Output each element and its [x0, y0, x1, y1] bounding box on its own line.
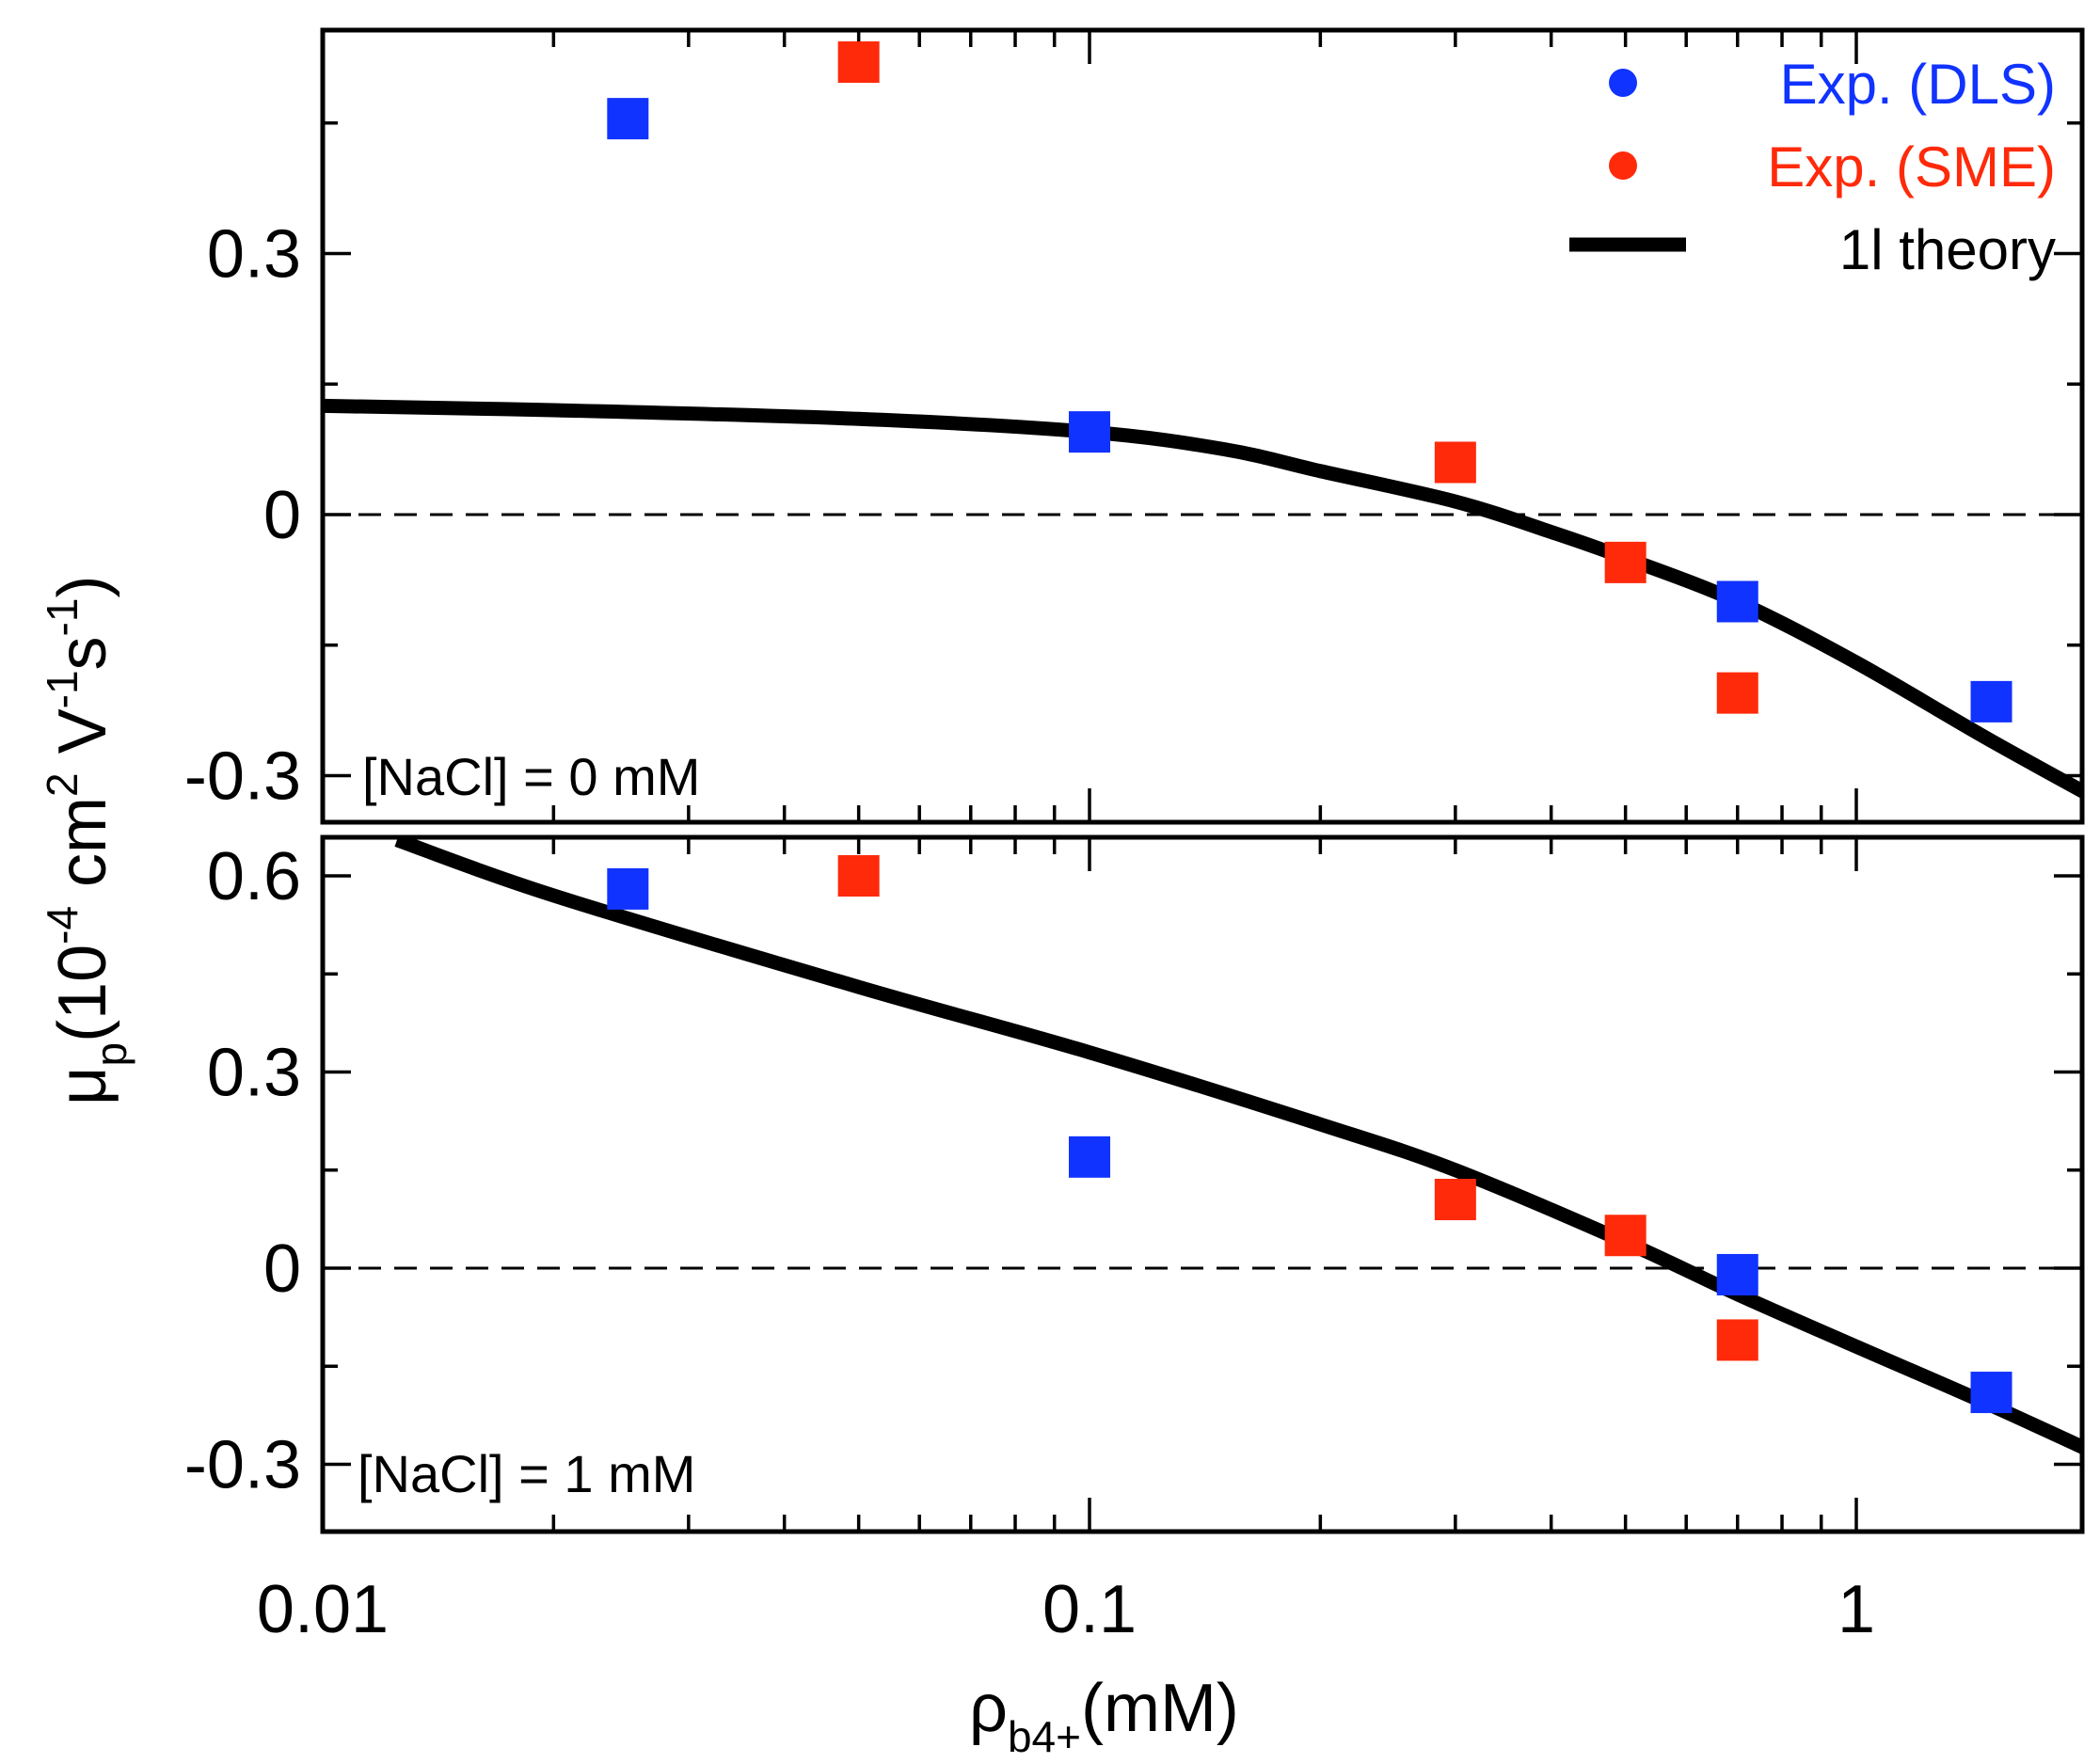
sme-point — [1604, 1215, 1647, 1257]
y-tick-label: 0.6 — [207, 839, 301, 914]
panel-top-ytick-labels: -0.3 0 0.3 — [184, 217, 301, 815]
dls-point — [1970, 1372, 2012, 1414]
y-axis-title-part1: (10 — [45, 945, 120, 1042]
y-axis-title-close: ) — [45, 576, 120, 598]
sme-point — [1716, 672, 1758, 714]
panel-bottom-ticks — [321, 837, 2082, 1532]
dls-point — [1970, 680, 2012, 723]
y-axis-title-exp2: 2 — [38, 772, 87, 797]
dls-point — [1716, 580, 1758, 623]
legend-label: Exp. (SME) — [1767, 135, 2056, 199]
x-tick-labels: 0.01 0.1 1 — [257, 1572, 1875, 1647]
panel-top: -0.3 0 0.3 [NaCl] = 0 mM — [184, 27, 2085, 825]
y-tick-label: 0.3 — [207, 1036, 301, 1111]
panel-bottom-annotation: [NaCl] = 1 mM — [358, 1444, 695, 1503]
panel-bottom-frame — [320, 834, 2085, 1534]
y-axis-title-exp3: -1 — [38, 670, 87, 708]
x-axis-title-unit: (mM) — [1081, 1671, 1239, 1746]
dls-point — [607, 867, 649, 910]
panel-top-theory-curve — [323, 398, 2082, 800]
x-tick-label: 0.1 — [1042, 1572, 1137, 1647]
panel-top-annotation: [NaCl] = 0 mM — [362, 747, 700, 806]
panel-bottom-points — [607, 855, 2012, 1414]
y-axis-title-symbol: μ — [45, 1067, 120, 1105]
x-tick-label: 0.01 — [257, 1572, 389, 1647]
y-axis-title-part3: V — [45, 708, 120, 772]
legend-label: Exp. (DLS) — [1780, 53, 2056, 116]
sme-point — [837, 41, 880, 83]
legend-marker — [1609, 69, 1637, 97]
y-axis-title-exp4: -1 — [38, 598, 87, 637]
dls-point — [607, 98, 649, 140]
panel-bottom-ytick-labels: -0.3 0 0.3 0.6 — [184, 839, 301, 1503]
legend-label: 1l theory — [1839, 218, 2056, 281]
dls-point — [1069, 411, 1110, 453]
y-axis-title: μp(10-4 cm2 V-1s-1) — [38, 576, 135, 1105]
x-tick-label: 1 — [1838, 1572, 1875, 1647]
sme-point — [1434, 1179, 1476, 1221]
panel-top-frame — [320, 27, 2085, 825]
x-axis-title-symbol: ρ — [969, 1671, 1008, 1746]
y-tick-label: 0 — [263, 478, 301, 553]
panel-bottom-theory-curve — [394, 837, 2082, 1455]
y-tick-label: -0.3 — [184, 1428, 301, 1503]
panel-top-points — [607, 41, 2012, 723]
y-axis-title-exp1: -4 — [38, 906, 87, 945]
y-axis-title-part2: cm — [45, 797, 120, 906]
legend-marker — [1609, 151, 1637, 180]
sme-point — [1434, 441, 1476, 484]
y-axis-title-subscript: p — [87, 1042, 135, 1067]
sme-point — [1604, 541, 1647, 583]
x-axis-title-subscript: b4+ — [1008, 1712, 1081, 1761]
y-axis-title-part4: s — [45, 636, 120, 670]
dls-point — [1716, 1253, 1758, 1295]
panel-bottom: -0.3 0 0.3 0.6 0.01 0.1 1 [NaCl] = 1 mM — [184, 834, 2085, 1647]
legend: Exp. (DLS) Exp. (SME) 1l theory — [1569, 53, 2056, 281]
sme-point — [837, 855, 880, 897]
y-tick-label: 0 — [263, 1231, 301, 1307]
dls-point — [1069, 1136, 1110, 1178]
sme-point — [1716, 1319, 1758, 1361]
y-tick-label: 0.3 — [207, 217, 301, 293]
y-tick-label: -0.3 — [184, 739, 301, 815]
x-axis-title: ρb4+(mM) — [969, 1671, 1239, 1761]
